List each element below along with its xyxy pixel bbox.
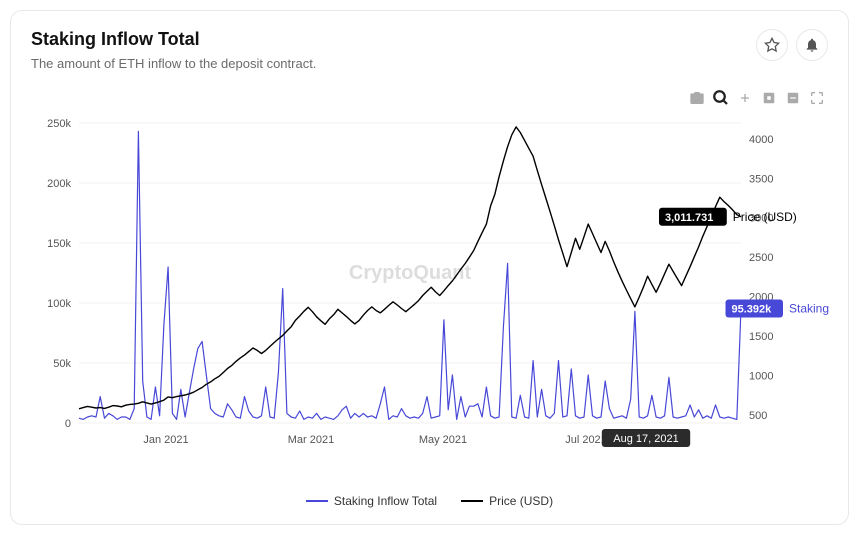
svg-text:250k: 250k xyxy=(47,118,71,130)
svg-text:3500: 3500 xyxy=(749,173,773,185)
chart-card: Staking Inflow Total The amount of ETH i… xyxy=(10,10,849,525)
expand-icon[interactable] xyxy=(808,89,826,107)
legend-label-price: Price (USD) xyxy=(489,494,553,508)
svg-text:Jul 2021: Jul 2021 xyxy=(565,434,607,446)
chart-svg: 050k100k150k200k250k50010001500200025003… xyxy=(31,113,830,458)
svg-text:95.392k: 95.392k xyxy=(732,304,773,316)
svg-text:200k: 200k xyxy=(47,178,71,190)
zoom-out-icon[interactable] xyxy=(784,89,802,107)
legend-swatch-inflow xyxy=(306,500,328,502)
legend-swatch-price xyxy=(461,500,483,502)
legend-item-price[interactable]: Price (USD) xyxy=(461,494,553,508)
box-zoom-icon[interactable] xyxy=(760,89,778,107)
svg-text:100k: 100k xyxy=(47,298,71,310)
legend-item-inflow[interactable]: Staking Inflow Total xyxy=(306,494,437,508)
svg-text:Aug 17, 2021: Aug 17, 2021 xyxy=(613,433,678,445)
svg-text:4000: 4000 xyxy=(749,134,773,146)
svg-text:500: 500 xyxy=(749,410,767,422)
header-icons xyxy=(756,29,828,61)
star-icon xyxy=(764,37,780,53)
svg-text:1500: 1500 xyxy=(749,331,773,343)
svg-text:50k: 50k xyxy=(53,358,71,370)
star-button[interactable] xyxy=(756,29,788,61)
legend-label-inflow: Staking Inflow Total xyxy=(334,494,437,508)
camera-icon[interactable] xyxy=(688,89,706,107)
zoom-icon[interactable] xyxy=(712,89,730,107)
chart-subtitle: The amount of ETH inflow to the deposit … xyxy=(31,56,316,71)
svg-text:1000: 1000 xyxy=(749,371,773,383)
svg-text:Price (USD): Price (USD) xyxy=(733,210,797,224)
pan-icon[interactable] xyxy=(736,89,754,107)
svg-text:Jan 2021: Jan 2021 xyxy=(143,434,188,446)
chart-title: Staking Inflow Total xyxy=(31,29,316,50)
svg-text:3,011.731: 3,011.731 xyxy=(665,212,713,224)
svg-text:Staking Infl...: Staking Infl... xyxy=(789,302,830,316)
chart-toolbar xyxy=(688,89,826,107)
header: Staking Inflow Total The amount of ETH i… xyxy=(31,29,828,71)
svg-text:May 2021: May 2021 xyxy=(419,434,467,446)
svg-text:2500: 2500 xyxy=(749,252,773,264)
svg-text:0: 0 xyxy=(65,418,71,430)
svg-text:150k: 150k xyxy=(47,238,71,250)
svg-text:Mar 2021: Mar 2021 xyxy=(288,434,334,446)
chart-area[interactable]: 050k100k150k200k250k50010001500200025003… xyxy=(31,113,828,456)
title-block: Staking Inflow Total The amount of ETH i… xyxy=(31,29,316,71)
bell-button[interactable] xyxy=(796,29,828,61)
bell-icon xyxy=(804,37,820,53)
legend: Staking Inflow Total Price (USD) xyxy=(11,494,848,508)
